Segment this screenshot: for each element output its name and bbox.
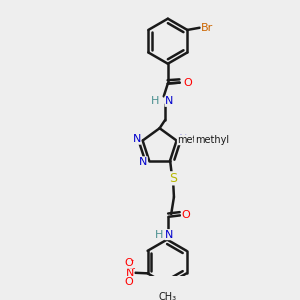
Text: methyl: methyl [177,135,211,145]
Text: Br: Br [201,23,214,33]
Text: O: O [124,278,133,287]
Text: H: H [154,230,163,240]
Text: N: N [132,134,141,144]
Text: CH₃: CH₃ [158,292,176,300]
Text: H: H [151,96,160,106]
Text: N: N [165,230,173,240]
Text: O: O [182,210,190,220]
Text: N: N [125,268,134,278]
Text: S: S [169,172,177,185]
Text: -: - [130,256,134,265]
Text: N: N [139,157,147,167]
Text: methyl: methyl [195,135,230,145]
Text: N: N [178,134,187,144]
Text: N: N [165,96,173,106]
Text: O: O [124,258,133,268]
Text: O: O [184,78,192,88]
Text: +: + [128,264,135,273]
